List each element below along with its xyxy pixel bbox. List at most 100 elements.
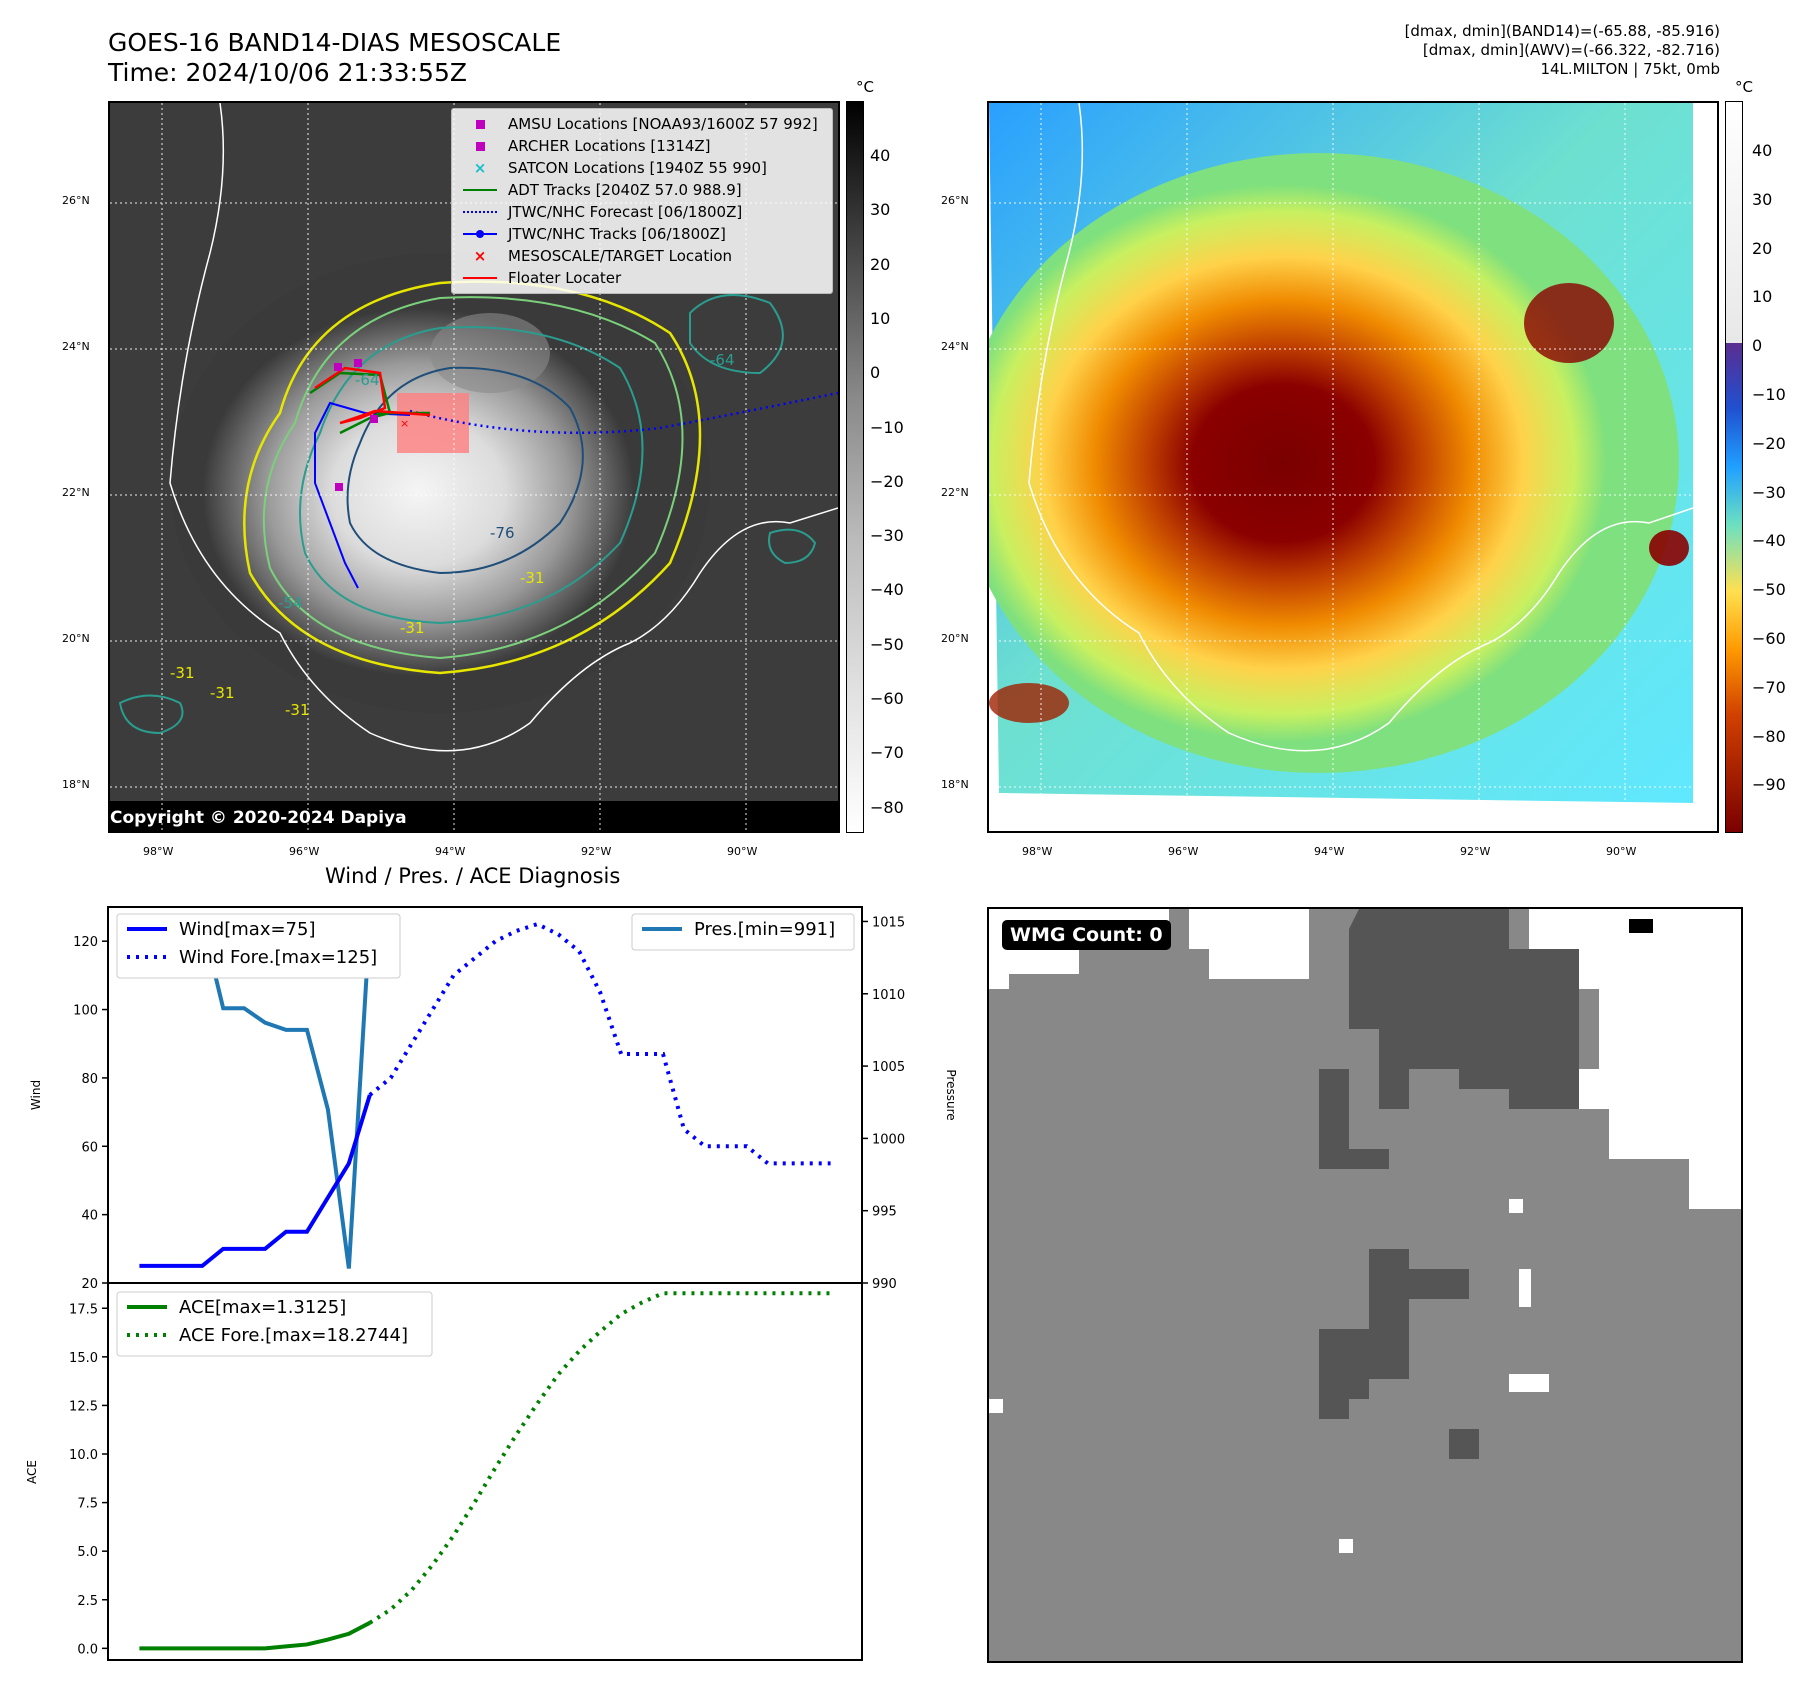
contour-labels: -64 -64 -76 -54 -31 -31 -31 -31 -31 (170, 351, 735, 719)
contour-label: -31 (285, 701, 310, 719)
wmg-clear-area (1189, 909, 1309, 979)
wmg-svg (989, 909, 1741, 1661)
pres-legend-box (631, 913, 855, 951)
colorbar-tick-label: −90 (1752, 775, 1786, 795)
storm-core (989, 153, 1679, 773)
lon-label: 94°W (1314, 845, 1345, 858)
contour-label: -31 (170, 664, 195, 682)
contour-green (262, 296, 684, 660)
ace-legend-label: ACE[max=1.3125] (179, 1297, 346, 1318)
colorbar-tick-label: −60 (1752, 629, 1786, 648)
wmg-black-area (1629, 919, 1653, 933)
pres-legend-label: Pres.[min=991] (694, 919, 835, 940)
stats-storm: 14L.MILTON | 75kt, 0mb (1540, 60, 1720, 78)
lon-label: 98°W (1022, 845, 1053, 858)
archer-marker (354, 359, 362, 367)
wmg-clear-area (1339, 1539, 1353, 1553)
wmg-dark-area (1319, 1249, 1469, 1419)
lon-label: 92°W (1460, 845, 1491, 858)
colorbar-right (1725, 101, 1743, 833)
legend-item-target: × MESOSCALE/TARGET Location (473, 247, 733, 265)
wmg-count-badge: WMG Count: 0 (1002, 920, 1171, 950)
colorbar-left-unit: °C (856, 78, 874, 96)
archer-marker (370, 415, 378, 423)
wind-tick-label: 120 (73, 935, 98, 950)
colorbar-tick-label: 0 (1752, 336, 1763, 356)
floater-track (314, 366, 431, 425)
ace-tick-label: 10.0 (69, 1448, 98, 1463)
colorbar-tick-label: −10 (1752, 385, 1786, 404)
colorbar-tick-label: −30 (870, 526, 904, 546)
colorbar-tick-label: 30 (1752, 189, 1773, 209)
storm-cloud (170, 253, 710, 713)
colorbar-tick-label: −20 (870, 471, 904, 491)
coastline (169, 103, 838, 752)
pres-tick-label: 990 (872, 1277, 897, 1292)
contour-teal-sw (118, 694, 184, 735)
lat-label: 22°N (62, 486, 90, 499)
pres-tick-label: 1015 (872, 915, 905, 930)
amsu-marker (334, 363, 342, 371)
colorbar-tick-label: 40 (1752, 141, 1773, 160)
lat-label: 26°N (941, 194, 969, 207)
colorbar-tick-label: 0 (870, 363, 881, 383)
colorbar-tick-label: 10 (1752, 287, 1773, 307)
ace-tick-label: 15.0 (69, 1351, 98, 1366)
wmg-dark-area (1449, 1429, 1479, 1459)
target-marker: × (400, 417, 409, 430)
ace-tick-label: 12.5 (69, 1399, 98, 1414)
figure-time: Time: 2024/10/06 21:33:55Z (108, 58, 467, 87)
coastline-right (1028, 103, 1694, 752)
pres-tick-label: 1010 (872, 988, 905, 1003)
legend-item-satcon: × SATCON Locations [1940Z 55 990] (473, 159, 767, 177)
forecast-track (409, 391, 838, 435)
colorbar-tick-label: 30 (870, 200, 891, 220)
ace-tick-label: 2.5 (77, 1594, 98, 1609)
ace-tick-label: 5.0 (77, 1545, 98, 1560)
colorbar-tick-label: −60 (870, 689, 904, 708)
colorbar-tick-label: −50 (1752, 580, 1786, 600)
wmg-dark-area (1349, 909, 1579, 1109)
pres-tick-label: 995 (872, 1205, 897, 1220)
colorbar-tick-label: −70 (1752, 677, 1786, 697)
wind-tick-label: 100 (73, 1004, 98, 1019)
cell-ne (1524, 283, 1614, 363)
wind-forecast-line (368, 921, 831, 1166)
lat-label: 20°N (941, 632, 969, 645)
contour-teal-e (768, 528, 817, 565)
contour-navy (346, 366, 584, 575)
contour-label: -31 (400, 619, 425, 637)
cell-sw (989, 683, 1069, 723)
ace-axis-label: ACE (25, 1460, 39, 1484)
pres-tick-label: 1000 (872, 1132, 905, 1147)
legend-item-adt: ADT Tracks [2040Z 57.0 988.9] (460, 179, 824, 201)
colorbar-tick-label: −30 (1752, 482, 1786, 502)
figure-title: GOES-16 BAND14-DIAS MESOSCALE (108, 28, 562, 57)
colorbar-tick-label: −40 (1752, 531, 1786, 551)
ace-line (139, 1621, 371, 1651)
wind-axis-label: Wind (29, 1080, 43, 1110)
wmg-panel (987, 907, 1743, 1663)
colorbar-tick-label: 20 (1752, 238, 1773, 258)
lat-label: 24°N (62, 340, 90, 353)
wind-legend-label: Wind Fore.[max=125] (179, 947, 377, 968)
ace-tick-label: 17.5 (69, 1302, 98, 1317)
colorbar-tick-label: 40 (870, 146, 891, 165)
lat-label: 18°N (62, 778, 90, 791)
contour-label: -31 (210, 684, 235, 702)
legend-item-archer: ARCHER Locations [1314Z] (460, 135, 824, 157)
wmg-clear-area (1529, 909, 1741, 1209)
ace-legend-label: ACE Fore.[max=18.2744] (179, 1325, 408, 1346)
map-right-grid (989, 103, 1717, 831)
colorbar-tick-label: −80 (1752, 726, 1786, 746)
cell-e (1649, 530, 1689, 566)
contour-label: -64 (355, 371, 380, 389)
wind-legend-box (116, 913, 401, 979)
cloud-band (430, 313, 550, 393)
contour-label: -31 (520, 569, 545, 587)
lon-label: 98°W (143, 845, 174, 858)
pres-tick-label: 1005 (872, 1060, 905, 1075)
contour-label: -64 (710, 351, 735, 369)
map-left-bottom-strip (110, 801, 838, 831)
colorbar-right-unit: °C (1735, 78, 1753, 96)
